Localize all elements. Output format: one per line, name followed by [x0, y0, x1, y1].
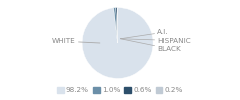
Wedge shape	[116, 8, 118, 43]
Text: HISPANIC: HISPANIC	[120, 38, 191, 44]
Text: BLACK: BLACK	[120, 39, 181, 52]
Wedge shape	[82, 8, 153, 79]
Wedge shape	[114, 8, 118, 43]
Text: A.I.: A.I.	[120, 29, 169, 39]
Text: WHITE: WHITE	[52, 38, 100, 44]
Wedge shape	[117, 8, 118, 43]
Legend: 98.2%, 1.0%, 0.6%, 0.2%: 98.2%, 1.0%, 0.6%, 0.2%	[54, 84, 186, 96]
